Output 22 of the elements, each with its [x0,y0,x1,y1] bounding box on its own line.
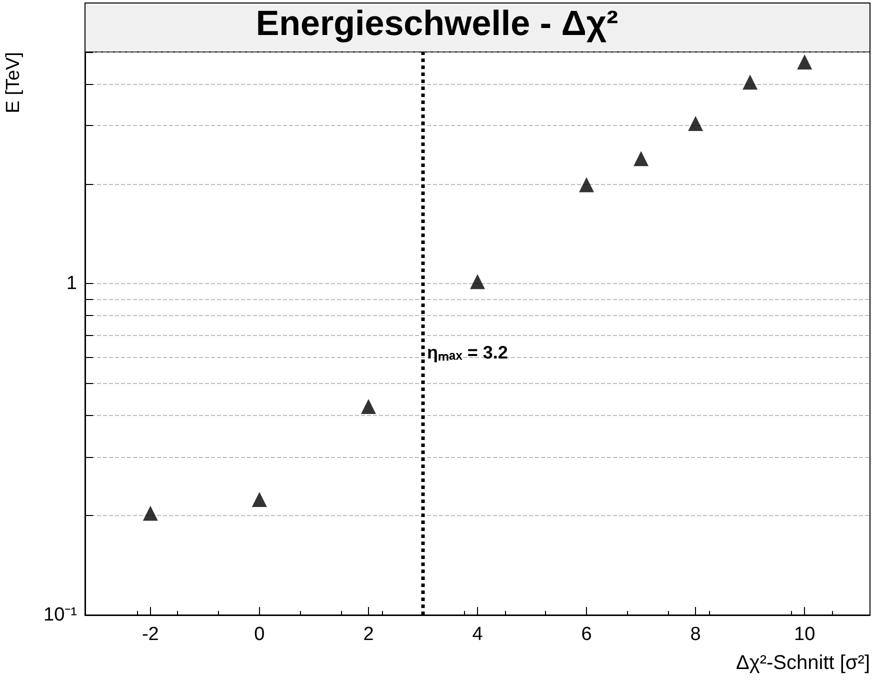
x-tick-label: 10 [794,624,816,645]
point [579,177,594,192]
x-tick-label: 6 [581,624,592,645]
x-tick-label: 2 [363,624,374,645]
x-tick-label: -2 [142,624,159,645]
point [252,492,267,508]
point [742,74,758,90]
chart-title: Energieschwelle - Δχ² [256,4,618,43]
annotation: ηₘₐₓ = 3.2 [426,342,508,363]
point [142,506,158,521]
x-tick-label: 4 [472,624,484,645]
x-tick-label: 0 [254,624,265,645]
point [470,274,485,290]
y-axis-title: E [TeV] [3,52,24,114]
x-axis-title: Δχ²-Schnitt [σ²] [736,652,870,674]
y-tick-label: 10⁻¹ [44,604,77,626]
point [688,116,704,132]
point [797,54,812,70]
point [360,398,376,414]
x-tick-label: 8 [690,624,701,645]
y-tick-label: 1 [66,273,77,294]
point [634,151,649,166]
